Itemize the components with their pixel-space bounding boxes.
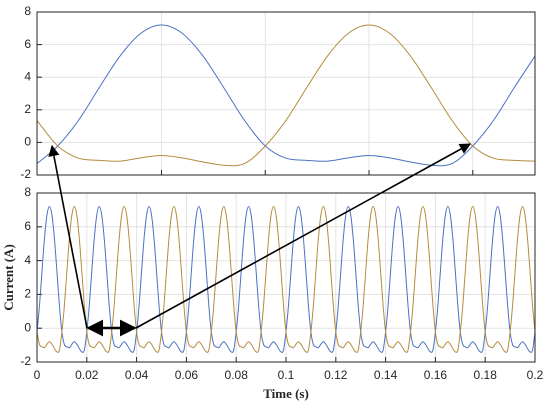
- x-tick-label: 0.1: [278, 368, 295, 382]
- plot-frame: [36, 11, 536, 176]
- annotations: [48, 143, 471, 337]
- y-tick-label: -2: [20, 354, 31, 368]
- series-line: [37, 206, 535, 353]
- plot-lines: [37, 24, 535, 167]
- x-tick-label: 0.12: [324, 368, 348, 382]
- x-tick-label: 0.2: [527, 368, 544, 382]
- y-axis-label: Current (A): [1, 244, 16, 311]
- x-tick-label: 0.02: [75, 368, 99, 382]
- x-tick-label: 0.18: [474, 368, 498, 382]
- x-tick-label: 0.14: [374, 368, 398, 382]
- y-tick-label: -2: [20, 167, 31, 181]
- x-tick-label: 0.08: [225, 368, 249, 382]
- series-line: [37, 24, 535, 167]
- x-tick-label: 0.04: [125, 368, 149, 382]
- plot-frame: [36, 192, 536, 363]
- plot-lines: [37, 206, 535, 353]
- y-tick-label: 4: [24, 253, 31, 267]
- x-axis-label: Time (s): [263, 386, 309, 401]
- arrow: [135, 143, 471, 329]
- plot-area: [37, 12, 535, 175]
- y-tick-label: 0: [24, 320, 31, 334]
- y-tick-label: 8: [24, 185, 31, 199]
- y-tick-label: 2: [24, 287, 31, 301]
- arrow: [48, 144, 88, 329]
- x-tick-label: 0.06: [175, 368, 199, 382]
- series-line: [37, 24, 535, 167]
- y-tick-label: 6: [24, 219, 31, 233]
- y-tick-label: 6: [24, 37, 31, 51]
- x-tick-label: 0: [34, 368, 41, 382]
- y-tick-label: 2: [24, 102, 31, 116]
- x-tick-label: 0.16: [424, 368, 448, 382]
- y-tick-label: 0: [24, 135, 31, 149]
- y-tick-label: 8: [24, 4, 31, 18]
- y-tick-label: 4: [24, 69, 31, 83]
